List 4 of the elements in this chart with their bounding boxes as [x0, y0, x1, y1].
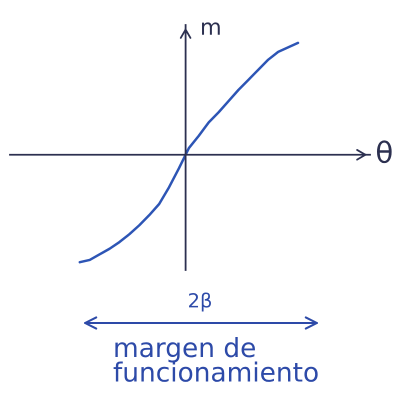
- y-axis-title: m: [202, 22, 220, 35]
- x-axis-title: θ: [377, 140, 392, 164]
- text: margen de funcionamiento: [114, 336, 318, 382]
- text: 2β: [189, 292, 211, 312]
